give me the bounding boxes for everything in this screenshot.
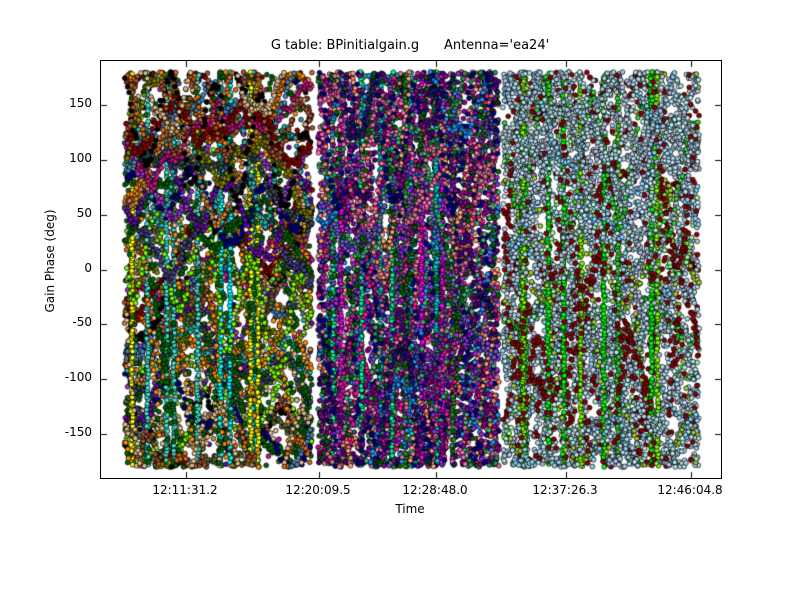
axes-area [100, 60, 722, 479]
y-tick-label: -100 [64, 370, 92, 384]
scatter-plot-canvas [101, 61, 721, 478]
x-tick-label: 12:37:26.3 [532, 483, 598, 497]
y-tick-label: 50 [76, 206, 92, 220]
y-tick-label: 150 [69, 96, 92, 110]
y-tick-label: -150 [64, 425, 92, 439]
plot-title: G table: BPinitialgain.g Antenna='ea24' [270, 38, 550, 53]
x-tick-label: 12:11:31.2 [152, 483, 218, 497]
x-tick-label: 12:28:48.0 [402, 483, 468, 497]
y-tick-label: 0 [84, 261, 92, 275]
x-tick-label: 12:46:04.8 [657, 483, 723, 497]
x-axis-label: Time [395, 502, 425, 516]
y-tick-label: 100 [69, 151, 92, 165]
x-tick-label: 12:20:09.5 [285, 483, 351, 497]
y-tick-label: -50 [72, 315, 92, 329]
